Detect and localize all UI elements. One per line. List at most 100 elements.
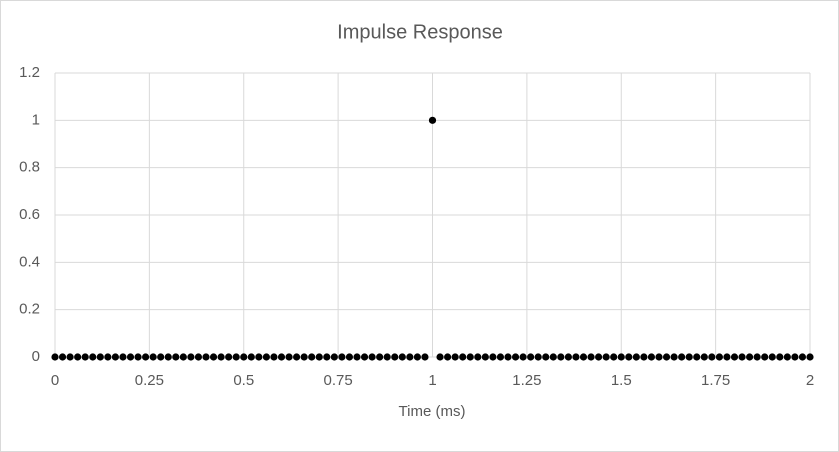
x-tick-label: 1.5 <box>611 372 632 389</box>
point <box>421 353 429 361</box>
point <box>746 353 754 361</box>
x-axis-title: Time (ms) <box>399 403 466 420</box>
point <box>451 353 459 361</box>
point <box>685 353 693 361</box>
point <box>768 353 776 361</box>
point <box>617 353 625 361</box>
point <box>293 353 301 361</box>
point <box>511 353 520 361</box>
y-tick-label: 1.2 <box>19 64 40 81</box>
point <box>368 353 376 361</box>
point <box>51 353 59 361</box>
point <box>225 353 233 361</box>
point <box>240 353 248 361</box>
point <box>640 353 648 361</box>
point <box>587 353 595 361</box>
point <box>670 353 678 361</box>
point <box>534 353 542 361</box>
point <box>217 353 225 361</box>
point <box>179 353 187 361</box>
y-tick-label: 0.8 <box>19 159 40 176</box>
point <box>595 353 603 361</box>
point <box>761 353 769 361</box>
point <box>481 353 489 361</box>
point <box>164 353 172 361</box>
point <box>104 353 112 361</box>
point <box>647 353 656 361</box>
point <box>579 353 588 361</box>
point <box>474 353 482 361</box>
point <box>602 353 610 361</box>
point <box>700 353 708 361</box>
point <box>345 353 354 361</box>
point <box>496 353 505 361</box>
point <box>791 353 799 361</box>
point <box>89 353 97 361</box>
point <box>753 353 761 361</box>
point <box>459 353 467 361</box>
point <box>119 353 127 361</box>
point <box>74 353 82 361</box>
x-tick-label: 0.25 <box>135 372 164 389</box>
point <box>549 353 557 361</box>
point <box>413 353 421 361</box>
point <box>149 353 157 361</box>
point <box>270 353 278 361</box>
point <box>730 353 739 361</box>
point <box>58 353 67 361</box>
x-tick-label: 0.75 <box>324 372 353 389</box>
point <box>262 353 270 361</box>
point <box>66 353 74 361</box>
x-tick-label: 2 <box>806 372 814 389</box>
point <box>300 353 308 361</box>
point <box>376 353 384 361</box>
point <box>625 353 633 361</box>
point <box>391 353 399 361</box>
x-tick-label: 0 <box>51 372 59 389</box>
y-tick-label: 0 <box>32 348 40 365</box>
chart-title: Impulse Response <box>337 21 503 43</box>
point <box>557 353 565 361</box>
point <box>610 353 618 361</box>
point <box>572 353 580 361</box>
x-tick-label: 1.75 <box>701 372 730 389</box>
point <box>285 353 293 361</box>
point <box>406 353 414 361</box>
point <box>489 353 497 361</box>
point <box>678 353 686 361</box>
point <box>277 353 286 361</box>
y-tick-label: 0.4 <box>19 253 40 270</box>
point <box>360 353 369 361</box>
point <box>564 353 573 361</box>
point <box>383 353 391 361</box>
x-tick-label: 0.5 <box>233 372 254 389</box>
point <box>308 353 316 361</box>
point <box>776 353 784 361</box>
point <box>81 353 89 361</box>
point <box>708 353 716 361</box>
y-tick-label: 0.2 <box>19 301 40 318</box>
point <box>693 353 701 361</box>
point <box>232 353 240 361</box>
point <box>398 353 406 361</box>
point <box>798 353 807 361</box>
point <box>806 353 814 361</box>
point <box>172 353 180 361</box>
point <box>157 353 165 361</box>
point <box>330 353 338 361</box>
y-tick-label: 1 <box>32 111 40 128</box>
point <box>655 353 663 361</box>
point <box>436 353 444 361</box>
point <box>723 353 731 361</box>
point <box>194 353 203 361</box>
point <box>738 353 746 361</box>
point <box>519 353 527 361</box>
point <box>632 353 640 361</box>
point <box>444 353 452 361</box>
point <box>315 353 323 361</box>
point <box>255 353 263 361</box>
x-tick-label: 1.25 <box>512 372 541 389</box>
point <box>111 353 119 361</box>
point <box>527 353 535 361</box>
